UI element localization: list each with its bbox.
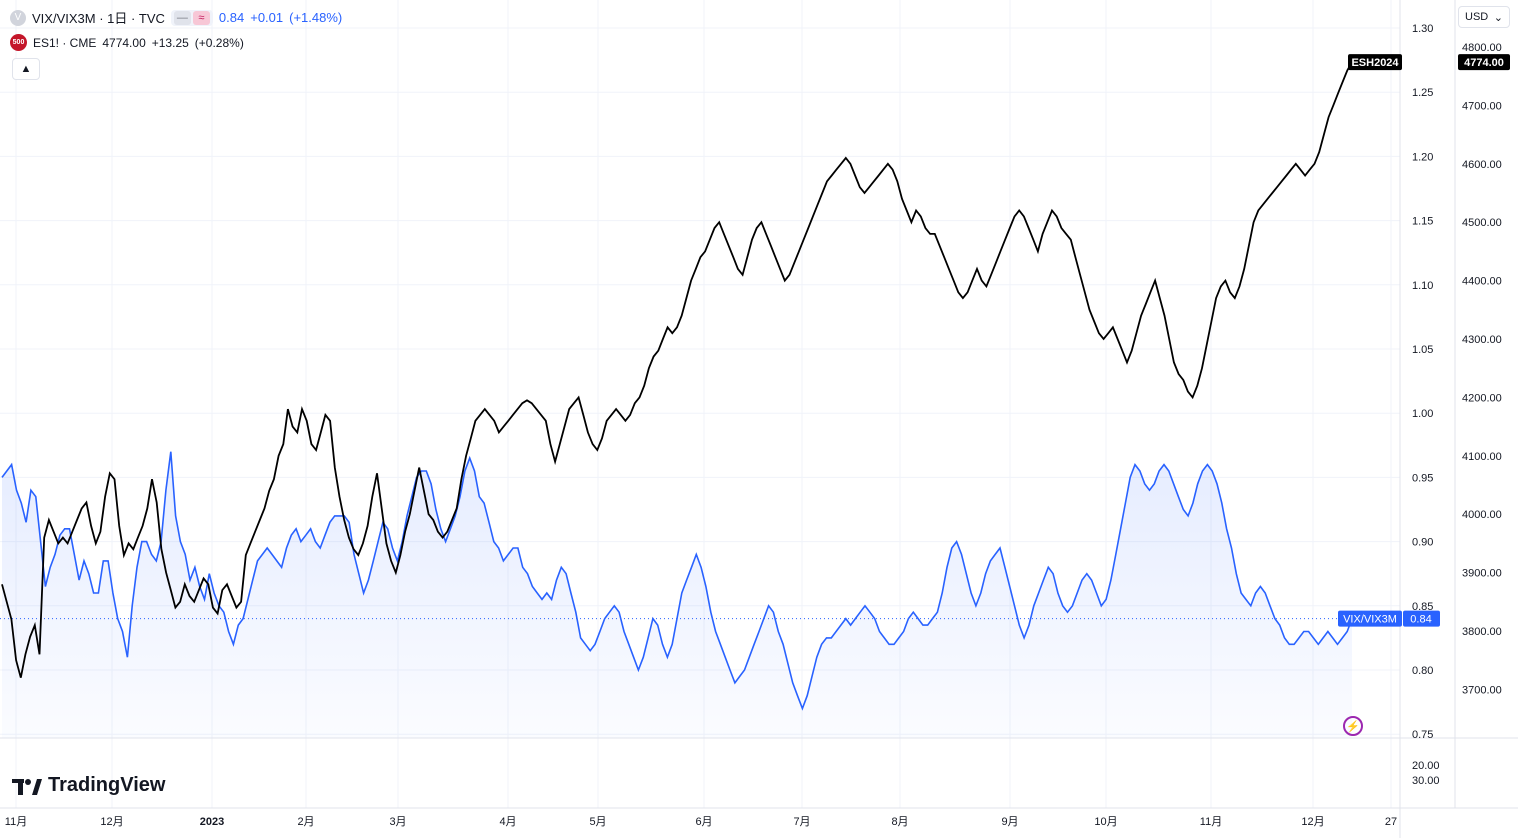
time-axis-tick: 4月	[499, 816, 516, 828]
ratio-value-tag	[1403, 610, 1440, 627]
es-axis-tick: 4300.00	[1462, 334, 1502, 346]
hide-icon[interactable]: —	[173, 10, 191, 25]
es-value-tag	[1458, 54, 1510, 71]
legend-main-value: 0.84	[218, 10, 245, 25]
ratio-axis-tick: 1.20	[1412, 151, 1433, 163]
ratio-axis-tick: 1.15	[1412, 216, 1433, 228]
last-value-labels: ESH2024 4774.00 VIX/VIX3M 0.84	[1338, 54, 1510, 627]
ratio-axis-tick: 1.10	[1412, 280, 1433, 292]
legend-compare-value: 4774.00	[102, 35, 146, 50]
legend-main-change: +0.01	[250, 10, 284, 25]
es-name-label: ESH2024	[1351, 57, 1399, 69]
es-axis-tick: 4000.00	[1462, 509, 1502, 521]
time-axis-tick: 12月	[100, 816, 123, 828]
ratio-axis-tick: 0.80	[1412, 665, 1433, 677]
lightning-icon[interactable]: ⚡	[1343, 716, 1363, 736]
ratio-axis-tick: 1.00	[1412, 408, 1433, 420]
ratio-series-line	[1, 451, 1353, 711]
es-axis-tick: 4200.00	[1462, 392, 1502, 404]
es-axis-tick: 3900.00	[1462, 568, 1502, 580]
es-axis-tick: 4400.00	[1462, 276, 1502, 288]
time-axis-tick: 27	[1385, 816, 1397, 828]
ratio-axis-tick: 0.95	[1412, 472, 1433, 484]
es-axis-tick: 4700.00	[1462, 100, 1502, 112]
ratio-axis-tick: 1.05	[1412, 344, 1433, 356]
volume-axis-tick: 30.00	[1412, 775, 1440, 787]
tradingview-logo[interactable]: TradingView	[12, 774, 165, 797]
ratio-area	[2, 451, 1352, 738]
legend-compare[interactable]: 500 ES1! · CME 4774.00 +13.25 (+0.28%)	[10, 34, 244, 51]
time-axis-tick: 12月	[1301, 816, 1324, 828]
chevron-down-icon: ⌄	[1493, 11, 1503, 24]
currency-label: USD	[1465, 11, 1489, 23]
symbol-icon: V	[10, 9, 26, 26]
es-axis-tick: 3700.00	[1462, 684, 1502, 696]
legend-main[interactable]: V VIX/VIX3M · 1日 · TVC — ≈ 0.84 +0.01 (+…	[10, 8, 342, 27]
es-name-tag	[1348, 54, 1402, 71]
ratio-axis-tick: 0.75	[1412, 729, 1433, 741]
logo-text: TradingView	[48, 774, 166, 796]
series-layer	[0, 61, 1400, 738]
ratio-name-label: VIX/VIX3M	[1343, 614, 1397, 626]
es-axis-tick: 4800.00	[1462, 42, 1502, 54]
volume-axis-tick: 20.00	[1412, 760, 1440, 772]
collapse-legend-button[interactable]: ▲	[12, 58, 40, 80]
time-axis-tick: 8月	[891, 816, 908, 828]
ratio-axis-tick: 0.90	[1412, 537, 1433, 549]
tv-logo-icon	[12, 778, 42, 795]
time-axis-tick: 9月	[1001, 816, 1018, 828]
time-axis-tick: 3月	[389, 816, 406, 828]
time-axis-tick: 11月	[5, 816, 27, 828]
volume-pane: 20.00 30.00	[1412, 760, 1440, 787]
legend-compare-change-pct: (+0.28%)	[194, 35, 244, 50]
time-axis-tick: 2月	[297, 816, 314, 828]
wave-icon[interactable]: ≈	[192, 10, 210, 25]
time-axis-tick: 6月	[695, 816, 712, 828]
ratio-axis-tick: 1.25	[1412, 87, 1433, 99]
chevron-up-icon: ▲	[20, 63, 32, 75]
time-axis-tick: 10月	[1094, 816, 1117, 828]
es-series-line	[1, 61, 1353, 678]
ratio-value-label: 0.84	[1410, 614, 1431, 626]
ratio-axis-tick: 0.85	[1412, 601, 1433, 613]
legend-main-symbol[interactable]: VIX/VIX3M · 1日 · TVC	[32, 11, 165, 26]
es-axis-tick: 3800.00	[1462, 626, 1502, 638]
es-axis-tick: 4100.00	[1462, 451, 1502, 463]
time-axis-tick: 2023	[200, 816, 224, 828]
legend-compare-change: +13.25	[151, 35, 189, 50]
legend-compare-symbol[interactable]: ES1! · CME	[33, 35, 97, 50]
es-icon: 500	[10, 34, 27, 51]
legend-main-change-pct: (+1.48%)	[289, 10, 343, 25]
es-axis-tick: 4600.00	[1462, 159, 1502, 171]
time-axis-tick: 5月	[589, 816, 606, 828]
es-value-label: 4774.00	[1464, 57, 1504, 69]
ratio-name-tag	[1338, 610, 1402, 627]
time-axis-tick: 11月	[1200, 816, 1222, 828]
ratio-axis-tick: 1.30	[1412, 23, 1433, 35]
legend-buttons[interactable]: — ≈	[170, 9, 213, 26]
currency-selector[interactable]: USD ⌄	[1458, 6, 1510, 28]
es-axis-tick: 4500.00	[1462, 217, 1502, 229]
time-axis-tick: 7月	[793, 816, 810, 828]
